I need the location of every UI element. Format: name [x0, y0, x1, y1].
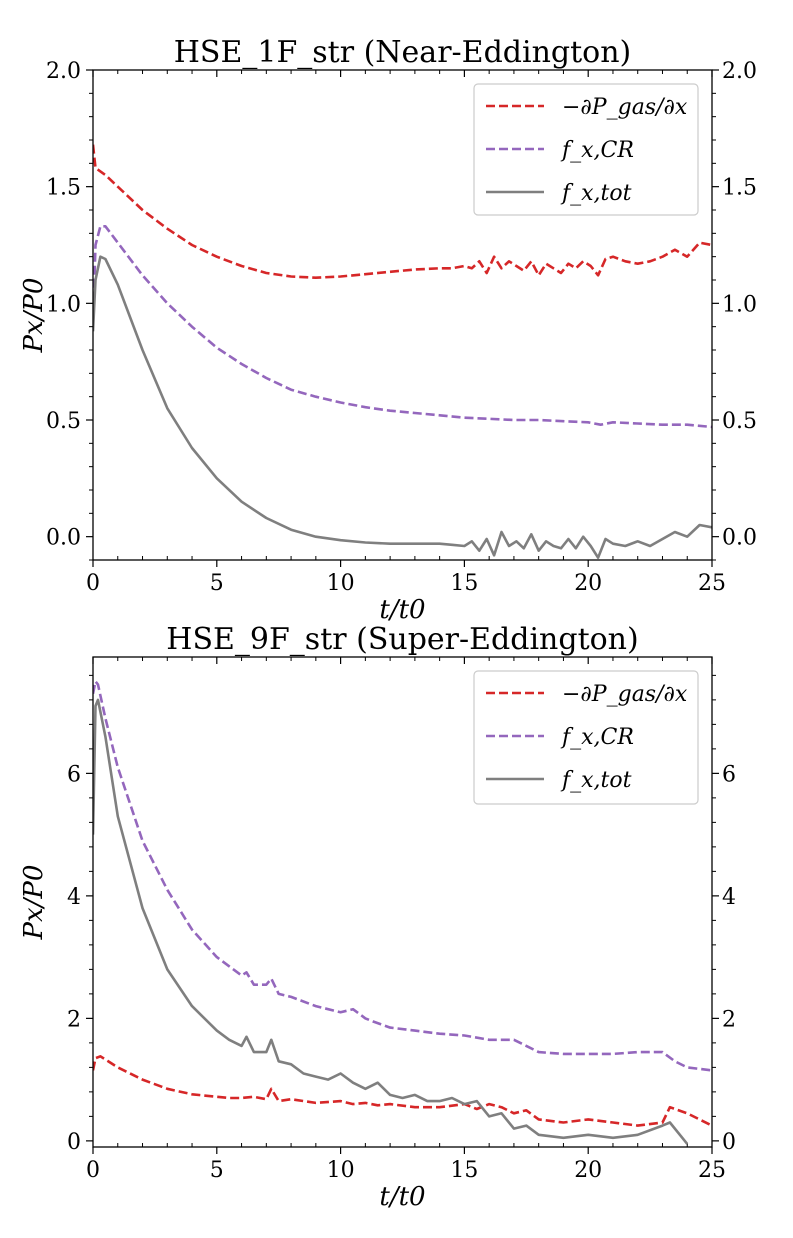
x-tick-label: 15 — [450, 571, 478, 596]
legend-label-1: −∂P_gas/∂x — [562, 682, 688, 707]
series-line-2 — [93, 225, 712, 429]
chart-panel-2: HSE_9F_str (Super-Eddington)0 5 10 15 20 250 0… — [19, 622, 736, 1212]
x-tick-label: 25 — [698, 1158, 726, 1183]
series-line-2 — [93, 680, 712, 1072]
series-line-1 — [93, 1055, 712, 1127]
y-tick-label-right: 0 — [722, 1130, 736, 1155]
legend-box — [473, 83, 699, 216]
y-tick-label-right: 1.0 — [722, 292, 757, 317]
series-line-1 — [93, 144, 712, 280]
y-tick-label: 0.5 — [46, 409, 81, 434]
legend-label-3: f_x,tot — [560, 181, 632, 206]
legend-box — [473, 670, 699, 805]
x-tick-label: 0 — [86, 1158, 100, 1183]
x-tick-label: 25 — [698, 571, 726, 596]
y-tick-label-right: 4 — [722, 885, 736, 910]
legend: −∂P_gas/∂x f_x,CR f_x,tot — [473, 83, 699, 216]
x-tick-label: 10 — [327, 1158, 355, 1183]
y-tick-label: 0 — [67, 1130, 81, 1155]
x-axis-label: t/t0 — [379, 595, 425, 625]
y-tick-label: 4 — [67, 885, 81, 910]
x-axis-label: t/t0 — [379, 1182, 425, 1212]
y-tick-label-right: 2 — [722, 1007, 736, 1032]
chart-panel-1: HSE_1F_str (Near-Eddington) 0 5 10 15 20 25 0.0… — [19, 35, 757, 625]
x-tick-label: 0 — [86, 571, 100, 596]
y-axis-label: Px/P0 — [19, 865, 49, 941]
chart-title: HSE_1F_str (Near-Eddington) — [174, 35, 632, 70]
legend-label-1: −∂P_gas/∂x — [562, 95, 688, 120]
legend-label-2: f_x,CR — [560, 138, 634, 163]
x-tick-label: 10 — [327, 571, 355, 596]
y-tick-label: 2 — [67, 1007, 81, 1032]
y-axis-label: Px/P0 — [19, 278, 49, 354]
plot-frame — [92, 656, 713, 1148]
x-tick-label: 5 — [210, 571, 224, 596]
plot-frame — [92, 69, 713, 561]
legend-label-3: f_x,tot — [560, 768, 632, 793]
legend: −∂P_gas/∂x f_x,CR f_x,tot — [473, 670, 699, 805]
x-tick-label: 15 — [450, 1158, 478, 1183]
y-tick-label-right: 1.5 — [722, 176, 757, 201]
chart-title: HSE_9F_str (Super-Eddington) — [166, 622, 638, 657]
x-tick-label: 5 — [210, 1158, 224, 1183]
y-tick-label-right: 0.5 — [722, 409, 757, 434]
y-tick-label-right: 0.0 — [722, 526, 757, 551]
legend-label-2: f_x,CR — [560, 725, 634, 750]
y-tick-label: 2.0 — [46, 59, 81, 84]
series-line-3 — [93, 698, 689, 1145]
y-tick-label: 1.0 — [46, 292, 81, 317]
x-tick-label: 20 — [574, 1158, 602, 1183]
y-tick-label-right: 6 — [722, 762, 736, 787]
x-tick-label: 20 — [574, 571, 602, 596]
y-tick-label: 0.0 — [46, 526, 81, 551]
series-line-3 — [93, 255, 712, 560]
y-tick-label-right: 2.0 — [722, 59, 757, 84]
y-tick-label: 1.5 — [46, 176, 81, 201]
y-tick-label: 6 — [67, 762, 81, 787]
